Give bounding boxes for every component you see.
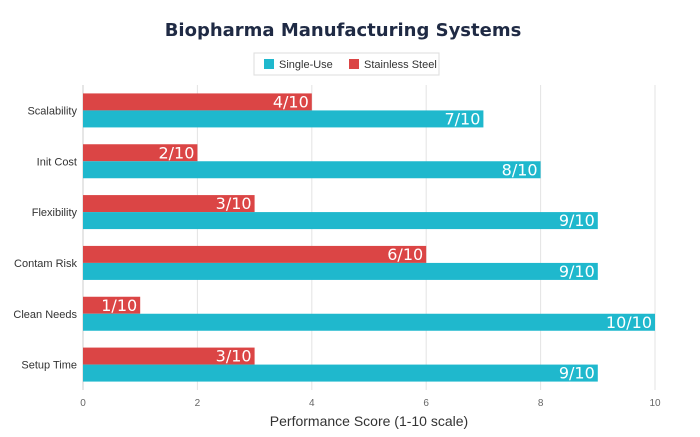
bars: 4/10 7/10 2/10 8/10 3/10 9/10 6/10 9/10 1/10 10/1… [83,92,655,383]
x-tick-label-4: 8 [538,398,544,409]
category-label-3: Contam Risk [14,258,77,270]
bar-label-stainless-steel-1: 2/10 [158,143,194,162]
legend: Single-Use Stainless Steel [253,52,440,76]
bar-single-use-1[interactable] [83,161,541,179]
x-tick-label-0: 0 [80,398,86,409]
category-label-0: Scalability [27,105,77,117]
legend-swatch-single-use[interactable] [264,59,274,69]
bar-stainless-steel-0[interactable] [83,93,312,111]
bar-single-use-5[interactable] [83,364,598,382]
bar-label-single-use-2: 9/10 [559,211,595,230]
x-tick-labels: 0 2 4 6 8 10 [80,398,661,409]
legend-label-single-use[interactable]: Single-Use [279,59,333,71]
bar-stainless-steel-3[interactable] [83,245,427,263]
bar-label-stainless-steel-5: 3/10 [216,347,252,366]
category-label-4: Clean Needs [13,309,77,321]
x-tick-label-2: 4 [309,398,315,409]
legend-swatch-stainless-steel[interactable] [349,59,359,69]
x-tick-label-1: 2 [195,398,201,409]
category-label-5: Setup Time [21,360,77,372]
bar-label-stainless-steel-4: 1/10 [101,296,137,315]
bar-label-stainless-steel-0: 4/10 [273,92,309,111]
category-labels: Scalability Init Cost Flexibility Contam Ri… [13,105,77,371]
bar-label-single-use-3: 9/10 [559,262,595,281]
bar-label-single-use-1: 8/10 [502,160,538,179]
category-label-2: Flexibility [32,207,78,219]
bar-stainless-steel-2[interactable] [83,195,255,213]
legend-label-stainless-steel[interactable]: Stainless Steel [364,59,437,71]
bar-label-stainless-steel-3: 6/10 [387,245,423,264]
bar-label-single-use-0: 7/10 [444,109,480,128]
grid [82,85,656,390]
bar-label-stainless-steel-2: 3/10 [216,194,252,213]
bar-label-single-use-5: 9/10 [559,364,595,383]
bar-stainless-steel-4[interactable] [83,296,141,314]
bar-single-use-0[interactable] [83,110,484,128]
legend-box [253,52,440,76]
x-tick-label-5: 10 [649,398,661,409]
bar-single-use-4[interactable] [83,313,655,331]
category-label-1: Init Cost [37,156,77,168]
bar-stainless-steel-5[interactable] [83,347,255,365]
x-axis-title: Performance Score (1-10 scale) [270,413,468,429]
bar-single-use-2[interactable] [83,212,598,230]
bar-label-single-use-4: 10/10 [606,313,652,332]
bar-single-use-3[interactable] [83,262,598,280]
bar-stainless-steel-1[interactable] [83,144,198,162]
chart-title: Biopharma Manufacturing Systems [165,20,522,41]
x-tick-label-3: 6 [423,398,429,409]
